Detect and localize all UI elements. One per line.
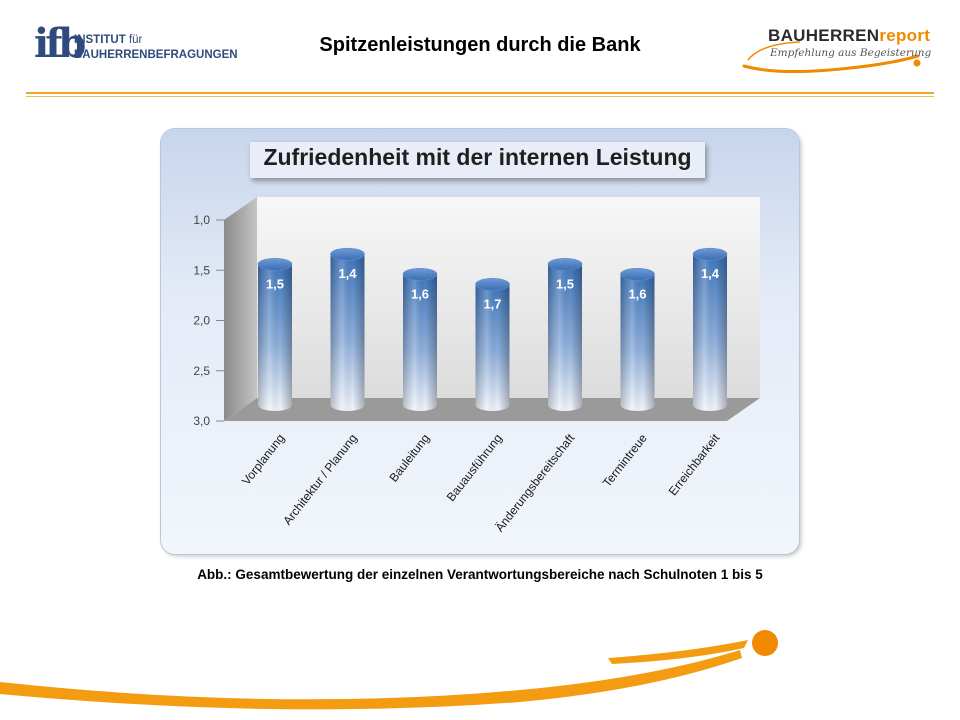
bars: 1,5 1,4 1,6 1,7 1,5 1,6 1,4: [257, 247, 728, 411]
bar: 1,4: [330, 247, 365, 411]
bar-value-label: 1,6: [628, 286, 646, 301]
bar-shade: [693, 254, 727, 411]
x-tick-label: Bauleitung: [386, 431, 432, 484]
x-tick-label: Architektur / Planung: [280, 431, 360, 527]
bar-shade: [475, 284, 510, 411]
logo-name-orange: report: [879, 26, 931, 45]
ifb-logo-mark: ifb: [34, 20, 86, 67]
ifb-logo: ifb INSTITUT für BAUHERRENBEFRAGUNGEN: [34, 20, 238, 74]
bar-shade: [330, 254, 365, 411]
bar-cap: [547, 257, 583, 271]
bar: 1,6: [402, 267, 438, 411]
y-tick-label: 3,0: [193, 414, 210, 428]
bauherrenreport-tagline: Empfehlung aus Begeisterung: [770, 47, 932, 59]
bar-value-label: 1,5: [556, 276, 574, 291]
y-tick-label: 2,5: [193, 364, 210, 378]
ifb-logo-line2: BAUHERRENBEFRAGUNGEN: [74, 49, 238, 61]
bar-cap: [257, 257, 293, 271]
bauherrenreport-name: BAUHERRENreport: [768, 26, 930, 46]
x-tick-label: Erreichbarkeit: [666, 431, 723, 498]
bar-value-label: 1,7: [483, 296, 501, 311]
bar-shade: [258, 264, 292, 411]
bar-cap: [620, 267, 655, 281]
x-tick-label: Termintreue: [600, 431, 650, 490]
x-tick-label: Bauausführung: [444, 431, 505, 504]
bar-shade: [403, 274, 437, 411]
bar: 1,5: [547, 257, 583, 411]
bar-cap: [475, 278, 510, 291]
chart-title: Zufriedenheit mit der internen Leistung: [263, 144, 692, 170]
bar: 1,7: [475, 278, 510, 411]
y-tick-label: 1,0: [193, 213, 210, 227]
header-rule: [26, 92, 934, 94]
bar-value-label: 1,4: [701, 266, 720, 281]
side-wall: [224, 197, 257, 421]
bauherrenreport-logo: BAUHERRENreport Empfehlung aus Begeister…: [740, 22, 932, 76]
header-rule-thin: [26, 96, 934, 97]
logo-name-dark: BAUHERREN: [768, 26, 880, 45]
y-tick-label: 1,5: [193, 263, 210, 277]
x-tick-label: Vorplanung: [239, 431, 287, 487]
y-tick-label: 2,0: [193, 314, 210, 328]
bar: 1,6: [620, 267, 655, 411]
ifb-logo-line1: INSTITUT für: [74, 34, 142, 46]
chart-title-box: [250, 142, 705, 178]
bottom-swoosh-icon: [0, 630, 778, 710]
ifb-logo-fuer: für: [128, 34, 143, 46]
bar-value-label: 1,5: [266, 276, 284, 291]
bar-value-label: 1,4: [338, 266, 357, 281]
bar: 1,5: [257, 257, 293, 411]
page-title: Spitzenleistungen durch die Bank: [319, 34, 641, 56]
bar-shade: [548, 264, 582, 411]
ifb-logo-institut: INSTITUT: [74, 34, 126, 46]
bar-cap: [402, 267, 438, 281]
bar: 1,4: [692, 247, 728, 411]
x-tick-label: Änderungsbereitschaft: [492, 431, 577, 535]
logo-swoosh-icon: [742, 41, 921, 74]
bar-cap: [692, 247, 728, 261]
y-axis: 1,0 1,5 2,0 2,5 3,0: [193, 213, 224, 428]
bar-value-label: 1,6: [411, 286, 429, 301]
bar-shade: [620, 274, 655, 411]
figure-caption: Abb.: Gesamtbewertung der einzelnen Vera…: [197, 567, 763, 582]
bar-cap: [330, 247, 365, 261]
